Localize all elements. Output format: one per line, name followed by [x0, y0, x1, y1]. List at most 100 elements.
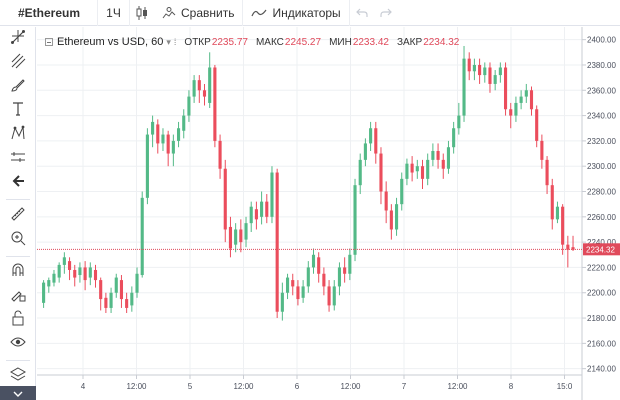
indicators-button[interactable]: Индикаторы: [243, 0, 350, 26]
candle-body: [265, 201, 269, 217]
candle-body: [239, 229, 243, 243]
candle-body: [472, 64, 476, 72]
candle-body: [260, 201, 264, 217]
object-tree-tool[interactable]: [6, 365, 30, 387]
candle-body: [151, 121, 155, 135]
measure-tool[interactable]: [6, 148, 30, 170]
low-value: 2233.42: [352, 36, 389, 48]
candle-body: [441, 159, 445, 169]
candle-body: [166, 134, 170, 154]
candle-body: [78, 267, 82, 276]
candle-body: [197, 80, 201, 91]
candles-icon: [136, 5, 148, 20]
trend-line-tool[interactable]: [6, 28, 30, 50]
candle-body: [343, 267, 347, 274]
candle-body: [514, 102, 518, 116]
pitchfork-tool[interactable]: [6, 52, 30, 74]
candle-body: [109, 292, 113, 308]
candle-body: [478, 64, 482, 76]
candle-body: [509, 109, 513, 116]
pattern-tool[interactable]: [6, 124, 30, 146]
magnet-tool[interactable]: [6, 261, 30, 283]
y-tick-label: 2380.00: [587, 61, 616, 70]
candle-body: [446, 147, 451, 169]
redo-icon: [380, 8, 392, 18]
candle-body: [431, 151, 435, 160]
back-arrow-icon: [11, 174, 25, 193]
more-icon[interactable]: ⁞: [173, 37, 177, 47]
y-tick-label: 2340.00: [587, 112, 616, 121]
candle-body: [171, 140, 175, 154]
chevron-down-icon[interactable]: ▾: [166, 36, 171, 47]
candle-body: [363, 143, 367, 160]
symbol-search-button[interactable]: #Ethereum: [0, 0, 98, 26]
y-tick-label: 2220.00: [587, 263, 616, 272]
collapse-legend-icon[interactable]: [45, 38, 53, 46]
candle-body: [561, 206, 565, 245]
redo-button[interactable]: [374, 0, 398, 26]
ruler-tool[interactable]: [6, 205, 30, 227]
candle-body: [306, 267, 310, 287]
candle-body: [498, 67, 502, 76]
indicators-label: Индикаторы: [272, 5, 341, 20]
candle-body: [322, 273, 326, 287]
candle-body: [452, 128, 456, 148]
candle-body: [535, 109, 539, 141]
candle-body: [73, 269, 77, 278]
interval-button[interactable]: 1Ч: [98, 0, 130, 26]
candle-body: [540, 140, 544, 160]
lock-drawing-icon: [10, 286, 26, 307]
price-chart[interactable]: 2400.00 2380.00 2360.00 2340.00 2320.00 2300.…: [37, 27, 620, 400]
x-tick-label: 12:00: [126, 382, 147, 391]
close-label: ЗАКР: [396, 36, 423, 48]
candle-body: [234, 229, 238, 245]
chart-type-button[interactable]: [130, 0, 154, 26]
low-label: МИН: [329, 36, 352, 48]
pattern-icon: [10, 125, 26, 146]
x-tick-label: 7: [402, 382, 407, 391]
drawing-toolbar: [0, 27, 36, 400]
candle-body: [379, 153, 383, 192]
y-tick-label: 2200.00: [587, 289, 616, 298]
candle-body: [493, 75, 497, 84]
candle-body: [145, 134, 149, 198]
candle-body: [187, 96, 191, 116]
candle-body: [519, 96, 523, 103]
candle-body: [67, 261, 72, 270]
y-tick-label: 2320.00: [587, 137, 616, 146]
close-value: 2234.32: [423, 36, 460, 48]
compare-icon: [162, 6, 176, 19]
chart-pane[interactable]: 2400.00 2380.00 2360.00 2340.00 2320.00 2300.…: [37, 27, 620, 400]
expand-toolbar-button[interactable]: [0, 386, 36, 400]
lock-drawings-tool[interactable]: [6, 285, 30, 307]
candle-body: [244, 223, 248, 240]
lock-all-tool[interactable]: [6, 309, 30, 331]
zoom-tool[interactable]: [6, 229, 30, 251]
symbol-label: #Ethereum: [18, 5, 81, 20]
y-tick-label: 2360.00: [587, 86, 616, 95]
y-tick-label: 2400.00: [587, 36, 616, 45]
candle-body: [296, 286, 300, 300]
undo-button[interactable]: [350, 0, 374, 26]
candle-body: [57, 264, 61, 278]
candle-body: [327, 286, 331, 306]
visibility-tool[interactable]: [6, 333, 30, 355]
hide-toolbar-button[interactable]: [6, 172, 30, 194]
brush-tool[interactable]: [6, 76, 30, 98]
candle-body: [213, 67, 217, 141]
candle-body: [42, 282, 46, 303]
candle-body: [52, 273, 56, 283]
x-tick-label: 12:00: [233, 382, 254, 391]
candle-body: [420, 166, 425, 179]
text-tool[interactable]: [6, 100, 30, 122]
x-tick-label: 5: [188, 382, 193, 391]
compare-label: Сравнить: [181, 5, 235, 20]
legend-title: Ethereum vs USD, 60: [57, 36, 164, 48]
brush-icon: [10, 77, 26, 98]
pitchfork-icon: [10, 53, 26, 74]
candle-body: [529, 90, 534, 110]
compare-button[interactable]: Сравнить: [154, 0, 244, 26]
candle-body: [566, 244, 570, 250]
candle-body: [99, 280, 103, 300]
cursor-tool[interactable]: [6, 27, 30, 49]
